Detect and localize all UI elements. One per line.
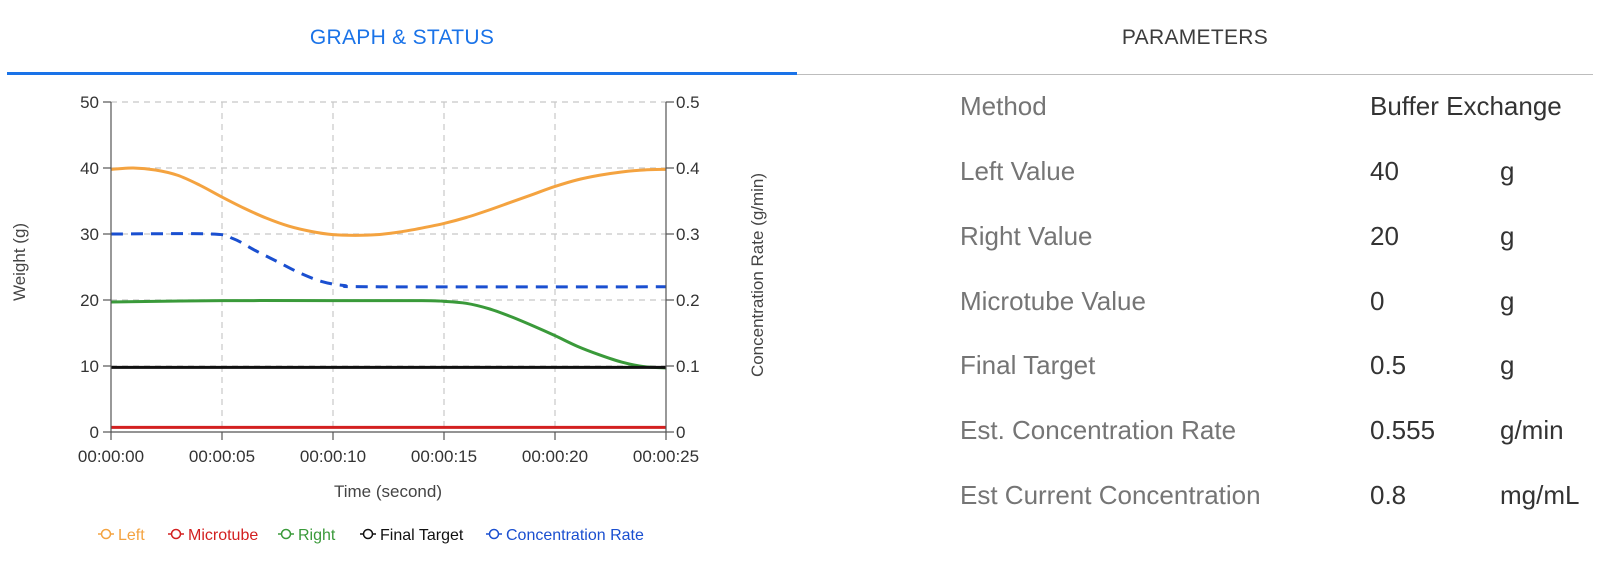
weight-chart: 0 10 20 30 40 50 0 0.1 0.2 0.3 0.4 0.5 00:00:00 00:00… [10,93,767,544]
param-row-left-value: Left Value 40 g [960,151,1600,191]
param-name: Method [960,90,1047,121]
legend-label: Concentration Rate [506,527,644,544]
param-unit: g [1500,349,1515,380]
x-tick-label: 00:00:05 [189,447,255,466]
legend-item-left: Left [98,527,145,544]
x-tick-label: 00:00:10 [300,447,366,466]
param-unit: mg/mL [1500,479,1580,510]
param-row-final-target: Final Target 0.5 g [960,345,1600,385]
x-tick-label: 00:00:15 [411,447,477,466]
param-name: Est. Concentration Rate [960,414,1237,445]
y-tick-label: 40 [80,159,99,178]
param-row-est-concentration-rate: Est. Concentration Rate 0.555 g/min [960,410,1600,450]
y-tick-label: 20 [80,291,99,310]
legend-label: Right [298,527,336,544]
param-unit: g [1500,220,1515,251]
tab-graph-status[interactable]: GRAPH & STATUS [309,26,495,49]
axes: 0 10 20 30 40 50 0 0.1 0.2 0.3 0.4 0.5 00:00:00 00:00… [78,93,700,466]
y-tick-label: 10 [80,357,99,376]
param-value: 0.8 [1370,479,1407,510]
tab-divider [797,74,1593,75]
legend-marker-icon [362,528,374,540]
legend-item-final-target: Final Target [360,527,464,544]
param-name: Left Value [960,155,1076,186]
tab-bar: GRAPH & STATUS PARAMETERS [7,0,1593,76]
y-tick-label: 0 [90,423,99,442]
param-name: Est Current Concentration [960,479,1261,510]
y2-tick-label: 0.4 [676,159,700,178]
series-line-concentration-rate [110,232,667,289]
y2-axis-label: Concentration Rate (g/min) [748,173,767,377]
legend-marker-icon [170,528,182,540]
legend: Left Microtube Right Final Target Concentrat… [98,527,644,544]
param-row-right-value: Right Value 20 g [960,216,1600,256]
legend-marker-icon [280,528,292,540]
legend-item-concentration-rate: Concentration Rate [486,527,644,544]
legend-marker-icon [488,528,500,540]
legend-item-right: Right [278,527,336,544]
x-axis-label: Time (second) [334,482,442,501]
y-tick-label: 50 [80,93,99,112]
series-line-left [110,166,667,237]
legend-label: Microtube [188,527,258,544]
active-tab-indicator [7,72,797,75]
param-name: Final Target [960,349,1096,380]
param-value: 20 [1370,220,1399,251]
series-lines [110,166,667,429]
param-name: Right Value [960,220,1093,251]
legend-marker-icon [100,528,112,540]
param-value: 0.555 [1370,414,1436,445]
y2-tick-label: 0.2 [676,291,700,310]
x-tick-label: 00:00:25 [633,447,699,466]
grid-lines [111,101,666,432]
param-row-microtube-value: Microtube Value 0 g [960,281,1600,321]
param-value: 40 [1370,155,1399,186]
param-row-est-current-concentration: Est Current Concentration 0.8 mg/mL [960,475,1600,515]
y2-tick-label: 0.1 [676,357,700,376]
param-value: 0 [1370,285,1385,316]
param-unit: g [1500,155,1515,186]
x-tick-label: 00:00:20 [522,447,588,466]
param-value: 0.5 [1370,349,1407,380]
legend-item-microtube: Microtube [168,527,258,544]
param-unit: g [1500,285,1515,316]
series-line-right [110,299,667,370]
y2-tick-label: 0.3 [676,225,700,244]
y2-tick-label: 0.5 [676,93,700,112]
param-value: Buffer Exchange [1370,90,1562,121]
legend-label: Left [118,527,145,544]
param-name: Microtube Value [960,285,1146,316]
tab-parameters[interactable]: PARAMETERS [1121,26,1269,49]
x-tick-label: 00:00:00 [78,447,144,466]
y-axis-label: Weight (g) [10,223,29,301]
legend-label: Final Target [380,527,464,544]
y2-tick-label: 0 [676,423,685,442]
y-tick-label: 30 [80,225,99,244]
param-row-method: Method Buffer Exchange [960,86,1600,126]
param-unit: g/min [1500,414,1564,445]
